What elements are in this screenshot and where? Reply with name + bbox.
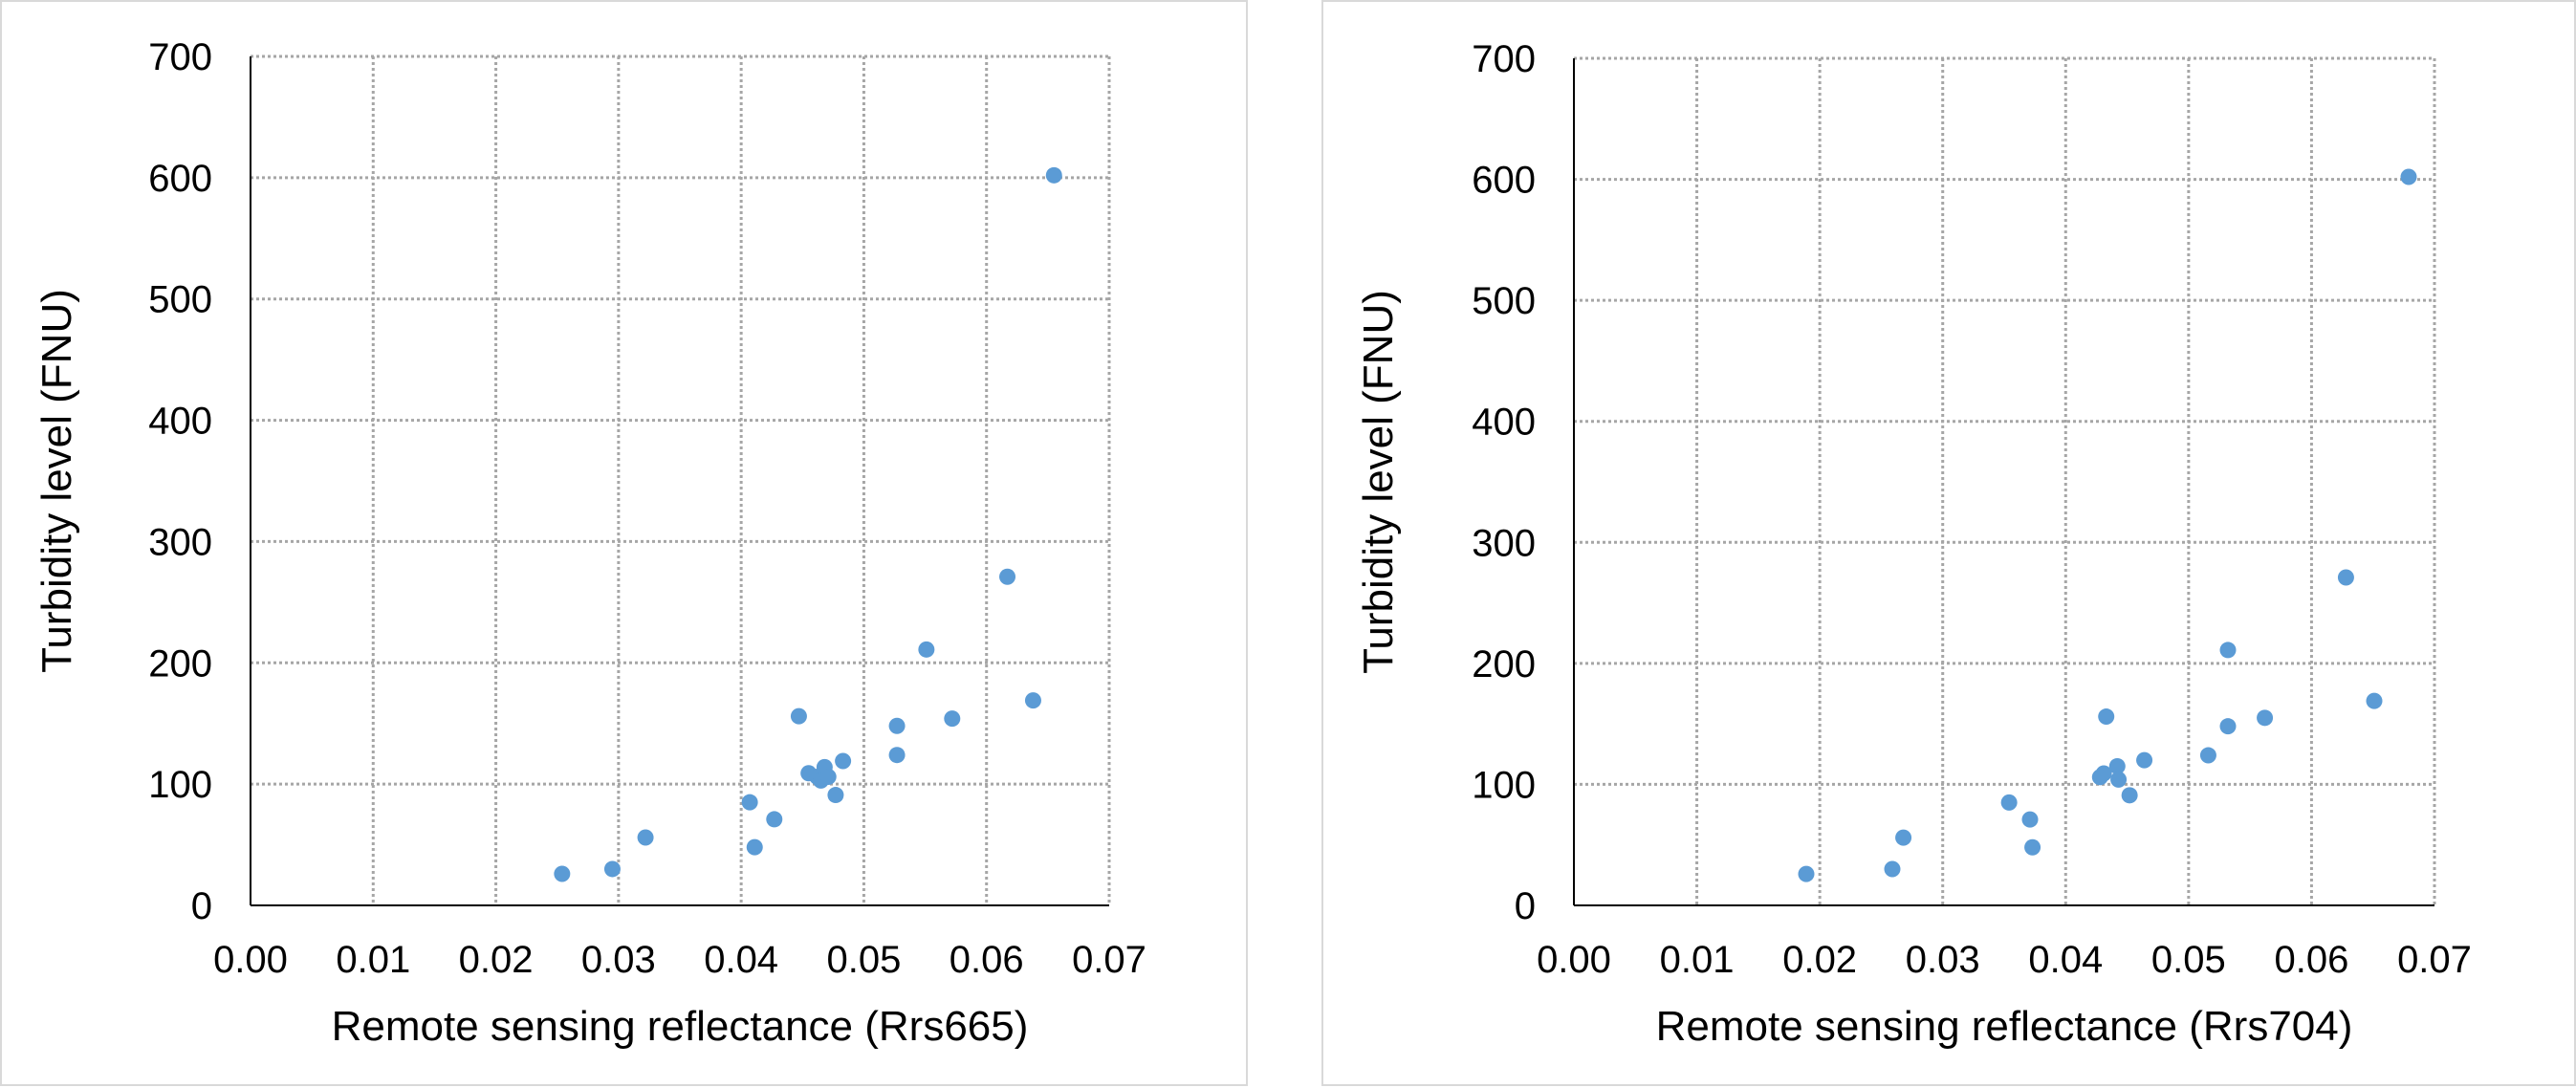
data-point bbox=[888, 717, 906, 734]
x-tick-label: 0.02 bbox=[1782, 939, 1857, 981]
data-point bbox=[819, 769, 837, 786]
y-tick-label: 200 bbox=[148, 642, 212, 685]
y-tick-label: 400 bbox=[148, 401, 212, 443]
x-axis-title: Remote sensing reflectance (Rrs704) bbox=[1656, 1003, 2353, 1050]
data-point bbox=[741, 794, 758, 811]
data-point bbox=[1895, 829, 1912, 846]
data-point bbox=[2121, 787, 2138, 804]
x-tick-label: 0.07 bbox=[1072, 939, 1146, 981]
x-tick-label: 0.01 bbox=[336, 939, 410, 981]
y-tick-label: 0 bbox=[1515, 885, 1536, 927]
data-point bbox=[2366, 692, 2383, 709]
y-tick-label: 100 bbox=[1472, 764, 1536, 806]
x-tick-label: 0.05 bbox=[826, 939, 901, 981]
chart-panel-rrs665: 0.00 0.01 0.02 0.03 0.04 0.05 0.06 0.07 0 100 200 3… bbox=[0, 0, 1248, 1086]
y-tick-label: 0 bbox=[191, 885, 212, 927]
y-tick-label: 200 bbox=[1472, 643, 1536, 685]
data-point bbox=[835, 752, 852, 770]
data-point bbox=[2024, 838, 2041, 856]
data-point bbox=[2257, 709, 2274, 727]
y-axis-title: Turbidity level (FNU) bbox=[1355, 290, 1402, 674]
y-tick-label: 400 bbox=[1472, 402, 1536, 444]
data-point bbox=[766, 811, 783, 828]
data-point bbox=[2337, 569, 2354, 586]
data-point bbox=[2108, 757, 2126, 774]
data-point bbox=[827, 787, 844, 804]
y-tick-label: 700 bbox=[1472, 38, 1536, 80]
chart-panel-rrs704: 0.00 0.01 0.02 0.03 0.04 0.05 0.06 0.07 0 100 200 3… bbox=[1321, 0, 2576, 1086]
data-point bbox=[554, 865, 571, 882]
y-tick-label: 700 bbox=[148, 36, 212, 78]
scatter-chart-rrs665: 0.00 0.01 0.02 0.03 0.04 0.05 0.06 0.07 0 100 200 3… bbox=[33, 36, 1146, 1050]
y-axis-title: Turbidity level (FNU) bbox=[33, 289, 80, 673]
data-point bbox=[944, 710, 961, 728]
data-point bbox=[637, 829, 654, 846]
y-tick-label: 300 bbox=[148, 521, 212, 563]
x-tick-label: 0.06 bbox=[950, 939, 1024, 981]
y-tick-label: 600 bbox=[1472, 160, 1536, 202]
data-point bbox=[1798, 865, 1815, 882]
data-point bbox=[2095, 765, 2112, 782]
data-point bbox=[918, 641, 935, 658]
data-point bbox=[746, 838, 763, 856]
x-tick-label: 0.00 bbox=[1537, 939, 1611, 981]
x-tick-label: 0.04 bbox=[2028, 939, 2103, 981]
data-point bbox=[2021, 811, 2039, 828]
data-point bbox=[888, 747, 906, 764]
x-tick-label: 0.01 bbox=[1660, 939, 1735, 981]
y-tick-label: 500 bbox=[148, 279, 212, 321]
data-point bbox=[2110, 771, 2128, 788]
data-point bbox=[1024, 692, 1041, 709]
data-point bbox=[2219, 642, 2237, 659]
data-point bbox=[2199, 747, 2216, 764]
data-point bbox=[790, 707, 807, 725]
x-tick-label: 0.02 bbox=[459, 939, 534, 981]
x-tick-label: 0.03 bbox=[581, 939, 656, 981]
x-tick-label: 0.07 bbox=[2397, 939, 2472, 981]
x-tick-label: 0.05 bbox=[2151, 939, 2226, 981]
x-tick-label: 0.06 bbox=[2274, 939, 2348, 981]
data-point bbox=[1045, 166, 1062, 184]
y-tick-label: 600 bbox=[148, 158, 212, 200]
data-point bbox=[999, 568, 1016, 585]
data-point bbox=[2219, 718, 2237, 735]
data-point bbox=[603, 860, 621, 878]
data-point bbox=[2400, 168, 2417, 185]
x-tick-label: 0.04 bbox=[704, 939, 778, 981]
scatter-chart-rrs704: 0.00 0.01 0.02 0.03 0.04 0.05 0.06 0.07 0 100 200 3… bbox=[1355, 38, 2472, 1050]
y-tick-label: 100 bbox=[148, 764, 212, 806]
y-tick-label: 300 bbox=[1472, 522, 1536, 564]
x-axis-title: Remote sensing reflectance (Rrs665) bbox=[332, 1003, 1029, 1050]
data-point bbox=[2000, 794, 2018, 811]
x-tick-label: 0.00 bbox=[213, 939, 288, 981]
data-point bbox=[1884, 860, 1901, 878]
data-point bbox=[2098, 708, 2115, 726]
x-tick-label: 0.03 bbox=[1906, 939, 1980, 981]
data-point bbox=[2136, 751, 2153, 769]
y-tick-label: 500 bbox=[1472, 280, 1536, 322]
